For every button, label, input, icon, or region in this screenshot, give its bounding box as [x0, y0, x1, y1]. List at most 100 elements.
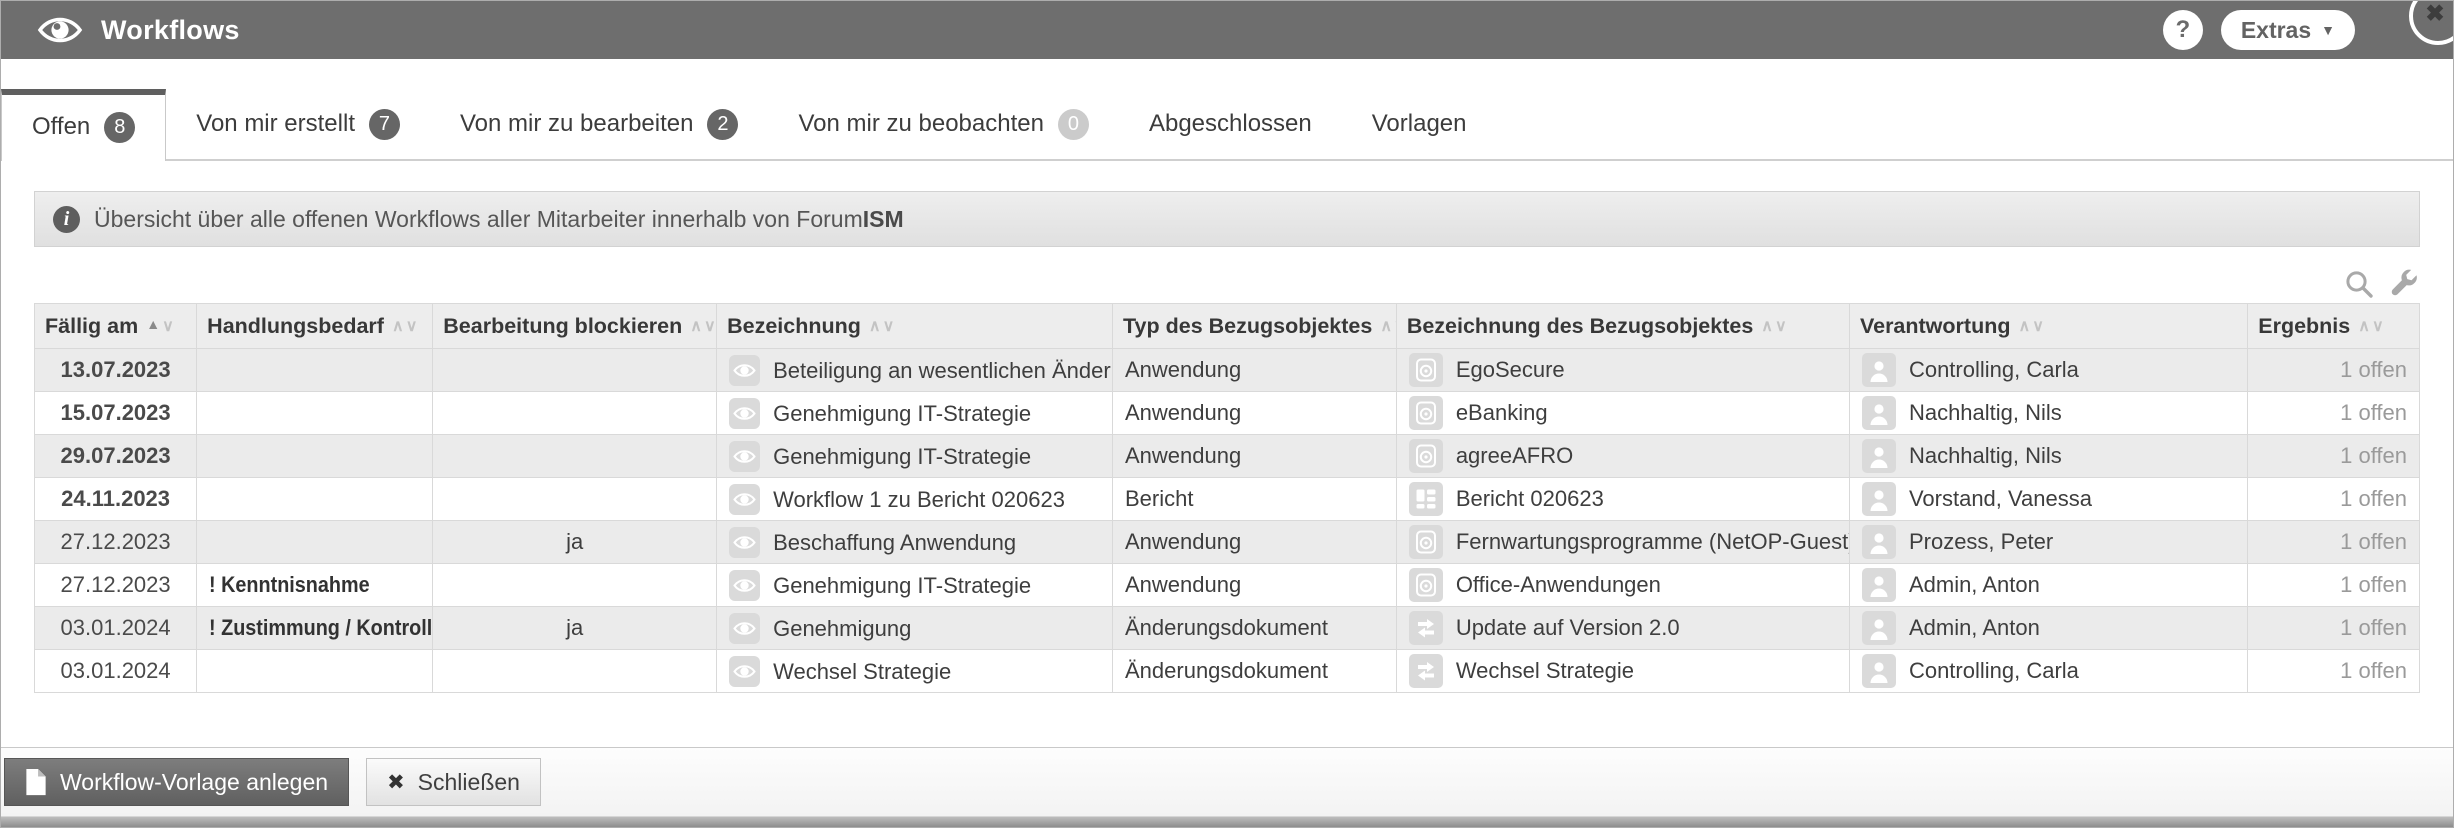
- action-needed-cell: [196, 348, 434, 392]
- column-label: Bearbeitung blockieren: [443, 313, 683, 338]
- main-content: Offen 8 Von mir erstellt 7 Von mir zu be…: [1, 59, 2453, 816]
- workflow-name: Beteiligung an wesentlichen Änderungen g…: [773, 357, 1111, 383]
- action-needed-cell: [196, 477, 434, 521]
- create-workflow-template-button[interactable]: Workflow-Vorlage anlegen: [4, 758, 350, 806]
- person-icon: [1861, 568, 1896, 602]
- workflow-name: Wechsel Strategie: [773, 658, 952, 684]
- tab-vorlagen[interactable]: Vorlagen: [1342, 89, 1497, 159]
- due-date-cell: 27.12.2023: [33, 563, 198, 607]
- tab-label: Offen: [32, 113, 91, 140]
- column-header-bezeichnung[interactable]: Bezeichnung ∧ ∨: [716, 303, 1113, 349]
- object-type-cell: Anwendung: [1112, 348, 1397, 392]
- person-icon: [1861, 482, 1896, 516]
- sort-icons[interactable]: ∧∨: [690, 316, 715, 336]
- object-name-cell: EgoSecure: [1395, 348, 1850, 392]
- sort-icons[interactable]: ∧∨: [869, 316, 894, 336]
- settings-wrench-icon[interactable]: [2390, 269, 2420, 299]
- column-header-bezeichnung-des-bezugsobjektes[interactable]: Bezeichnung des Bezugsobjektes ∧ ∨: [1395, 303, 1850, 349]
- column-header-verantwortung[interactable]: Verantwortung ∧ ∨: [1848, 303, 2249, 349]
- sort-asc-icon: ∧: [1380, 318, 1393, 335]
- tab-von-mir-zu-beobachten[interactable]: Von mir zu beobachten 0: [768, 89, 1119, 159]
- table-tools: [34, 267, 2420, 301]
- object-type-cell: Anwendung: [1112, 391, 1397, 435]
- tab-von-mir-erstellt[interactable]: Von mir erstellt 7: [166, 89, 430, 159]
- column-header-handlungsbedarf[interactable]: Handlungsbedarf ∧ ∨: [196, 303, 434, 349]
- help-button[interactable]: ?: [2162, 10, 2203, 50]
- due-date-cell: 24.11.2023: [33, 477, 198, 521]
- column-label: Bezeichnung: [727, 313, 861, 338]
- info-icon: i: [53, 205, 80, 233]
- close-icon: ✖: [387, 770, 405, 794]
- tab-offen[interactable]: Offen 8: [1, 89, 167, 161]
- table-row[interactable]: 03.01.2024 Wechsel Strategie Änderungsdo…: [33, 649, 2420, 693]
- responsible-cell: Controlling, Carla: [1848, 649, 2249, 693]
- close-button[interactable]: ✖ Schließen: [366, 758, 541, 806]
- document-icon: [25, 768, 47, 796]
- column-header-faellig-am[interactable]: Fällig am ▲ ∨: [33, 303, 198, 349]
- object-name: Fernwartungsprogramme (NetOP-Guest): [1455, 529, 1850, 554]
- workflow-name: Beschaffung Anwendung: [773, 529, 1017, 555]
- result-cell: 1 offen: [2247, 563, 2420, 607]
- object-name-cell: agreeAFRO: [1395, 434, 1850, 478]
- table-row[interactable]: 15.07.2023 Genehmigung IT-Strategie Anwe…: [33, 391, 2420, 435]
- blocking-cell: [432, 391, 718, 435]
- tab-label: Vorlagen: [1371, 110, 1467, 137]
- workflow-name-cell: Wechsel Strategie: [716, 649, 1113, 693]
- responsible-cell: Prozess, Peter: [1848, 520, 2249, 564]
- workflow-name-cell: Beschaffung Anwendung: [716, 520, 1113, 564]
- column-label: Ergebnis: [2258, 313, 2351, 338]
- table-row[interactable]: 27.12.2023 ja Beschaffung Anwendung Anwe…: [33, 520, 2420, 564]
- tab-abgeschlossen[interactable]: Abgeschlossen: [1119, 89, 1342, 159]
- sort-icons[interactable]: ∧∨: [392, 316, 417, 336]
- workflow-eye-icon: [729, 569, 761, 601]
- workflow-eye-icon: [729, 612, 761, 644]
- responsible-name: Admin, Anton: [1908, 615, 2040, 640]
- sort-icons[interactable]: ∧∨: [1761, 316, 1786, 336]
- sort-icons[interactable]: ∧∨: [2018, 316, 2043, 336]
- extras-button[interactable]: Extras ▼: [2220, 10, 2355, 50]
- tab-badge: 7: [368, 108, 400, 140]
- column-label: Verantwortung: [1859, 313, 2011, 338]
- search-icon[interactable]: [2344, 269, 2374, 299]
- sort-asc-icon: ▲: [146, 316, 161, 332]
- column-header-bearbeitung-blockieren[interactable]: Bearbeitung blockieren ∧ ∨: [432, 303, 718, 349]
- sort-desc-icon: ∨: [405, 318, 418, 335]
- change-document-icon: [1408, 654, 1443, 688]
- extras-label: Extras: [2240, 16, 2312, 43]
- sort-icons[interactable]: ∧∨: [2358, 316, 2383, 336]
- tab-label: Abgeschlossen: [1148, 110, 1312, 137]
- sort-desc-icon: ∨: [2032, 318, 2044, 335]
- action-needed-text: ! Kenntnisnahme: [209, 572, 370, 597]
- object-name: eBanking: [1455, 400, 1548, 425]
- workflow-name-cell: Beteiligung an wesentlichen Änderungen g…: [716, 348, 1113, 392]
- person-icon: [1861, 439, 1896, 473]
- table-row[interactable]: 24.11.2023 Workflow 1 zu Bericht 020623 …: [33, 477, 2420, 521]
- workflow-name-cell: Genehmigung IT-Strategie: [716, 434, 1113, 478]
- table-row[interactable]: 03.01.2024 ! Zustimmung / Kontrolle ja G…: [33, 606, 2420, 650]
- application-icon: [1408, 439, 1443, 473]
- person-icon: [1861, 525, 1896, 559]
- object-name-cell: Wechsel Strategie: [1395, 649, 1850, 693]
- object-type-cell: Anwendung: [1112, 563, 1397, 607]
- responsible-cell: Nachhaltig, Nils: [1848, 434, 2249, 478]
- workflow-table-body: 13.07.2023 Beteiligung an wesentlichen Ä…: [33, 348, 2420, 693]
- sort-icons[interactable]: ▲ ∨: [146, 316, 174, 336]
- table-row[interactable]: 13.07.2023 Beteiligung an wesentlichen Ä…: [33, 348, 2420, 392]
- tab-von-mir-zu-bearbeiten[interactable]: Von mir zu bearbeiten 2: [430, 89, 768, 159]
- window-close-button[interactable]: ✖: [2409, 1, 2453, 45]
- workflow-name-cell: Genehmigung IT-Strategie: [716, 391, 1113, 435]
- sort-icons[interactable]: ∧∨: [1380, 316, 1395, 336]
- workflow-name-cell: Genehmigung IT-Strategie: [716, 563, 1113, 607]
- column-header-ergebnis[interactable]: Ergebnis ∧ ∨: [2247, 303, 2420, 349]
- table-row[interactable]: 29.07.2023 Genehmigung IT-Strategie Anwe…: [33, 434, 2420, 478]
- action-needed-text: ! Zustimmung / Kontrolle: [209, 615, 433, 640]
- report-icon: [1408, 482, 1443, 516]
- person-icon: [1861, 396, 1896, 430]
- column-header-typ-des-bezugsobjektes[interactable]: Typ des Bezugsobjektes ∧∨: [1112, 303, 1397, 349]
- responsible-name: Admin, Anton: [1908, 572, 2040, 597]
- blocking-cell: [432, 563, 718, 607]
- workflow-eye-icon: [729, 354, 761, 386]
- workflow-name: Genehmigung IT-Strategie: [773, 400, 1032, 426]
- sort-asc-icon: ∧: [690, 318, 702, 335]
- table-row[interactable]: 27.12.2023 ! Kenntnisnahme Genehmigung I…: [33, 563, 2420, 607]
